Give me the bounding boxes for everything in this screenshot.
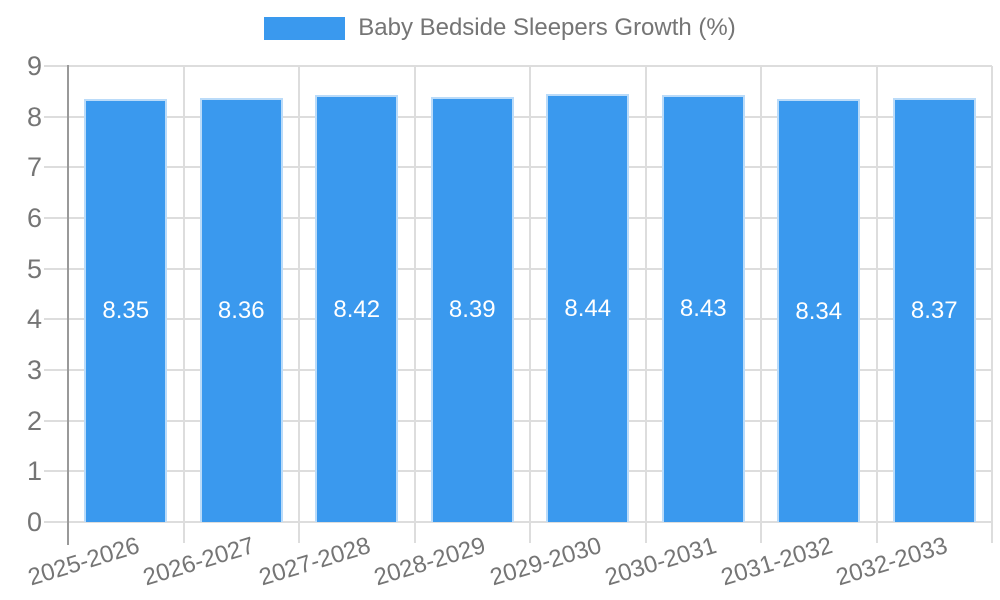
x-tick-label: 2028-2029 [371, 532, 490, 592]
bar[interactable]: 8.43 [661, 94, 745, 522]
y-tick-label: 8 [26, 101, 42, 132]
y-tick-label: 0 [26, 507, 42, 537]
x-gridline [529, 66, 531, 543]
x-gridline [991, 66, 993, 543]
bar-value-label: 8.39 [448, 296, 496, 324]
y-gridline [44, 369, 992, 371]
bar[interactable]: 8.39 [430, 96, 514, 522]
y-gridline [44, 318, 992, 321]
bar[interactable]: 8.36 [199, 98, 283, 522]
legend-swatch-icon [264, 16, 346, 40]
x-tick-label: 2026-2027 [140, 532, 259, 592]
bar[interactable]: 8.44 [546, 94, 630, 522]
bar[interactable]: 8.37 [892, 97, 976, 522]
x-tick-label: 2027-2028 [255, 532, 374, 592]
y-gridline [44, 166, 992, 169]
x-gridline [760, 66, 762, 543]
y-tick-label: 7 [26, 152, 42, 183]
x-gridline [298, 66, 300, 543]
y-gridline [44, 470, 992, 473]
x-tick-label: 2025-2026 [24, 532, 143, 592]
y-tick-label: 5 [26, 253, 42, 284]
x-tick-label: 2032-2033 [833, 532, 952, 592]
bar-value-label: 8.35 [102, 297, 150, 325]
x-gridline [413, 66, 416, 543]
bar-value-label: 8.43 [679, 295, 727, 323]
y-gridline [44, 115, 992, 118]
bar-value-label: 8.36 [217, 297, 265, 325]
y-tick-label: 9 [26, 51, 42, 81]
bar-value-label: 8.37 [910, 296, 958, 324]
y-tick-label: 4 [26, 304, 42, 335]
y-gridline [44, 65, 992, 67]
x-tick-label: 2029-2030 [486, 532, 605, 592]
x-tick-label: 2030-2031 [602, 532, 721, 592]
y-tick-label: 3 [26, 355, 42, 385]
y-tick-label: 2 [26, 405, 42, 436]
y-gridline [44, 521, 992, 523]
x-gridline [182, 66, 185, 543]
y-gridline [44, 217, 992, 219]
y-gridline [44, 267, 992, 270]
y-gridline [44, 419, 992, 422]
y-tick-label: 6 [26, 203, 42, 233]
y-tick-label: 1 [26, 456, 42, 487]
bar-value-label: 8.42 [333, 295, 381, 323]
bar[interactable]: 8.42 [315, 95, 399, 522]
x-gridline [644, 66, 647, 543]
x-tick-label: 2031-2032 [717, 532, 836, 592]
y-axis-line [67, 65, 69, 545]
legend: Baby Bedside Sleepers Growth (%) [0, 14, 1000, 42]
legend-item[interactable]: Baby Bedside Sleepers Growth (%) [264, 14, 736, 42]
legend-label: Baby Bedside Sleepers Growth (%) [358, 14, 736, 41]
bar[interactable]: 8.34 [777, 99, 861, 522]
x-gridline [875, 66, 878, 543]
bar-value-label: 8.44 [564, 295, 612, 323]
bar[interactable]: 8.35 [84, 98, 168, 522]
bar-value-label: 8.34 [795, 297, 843, 325]
